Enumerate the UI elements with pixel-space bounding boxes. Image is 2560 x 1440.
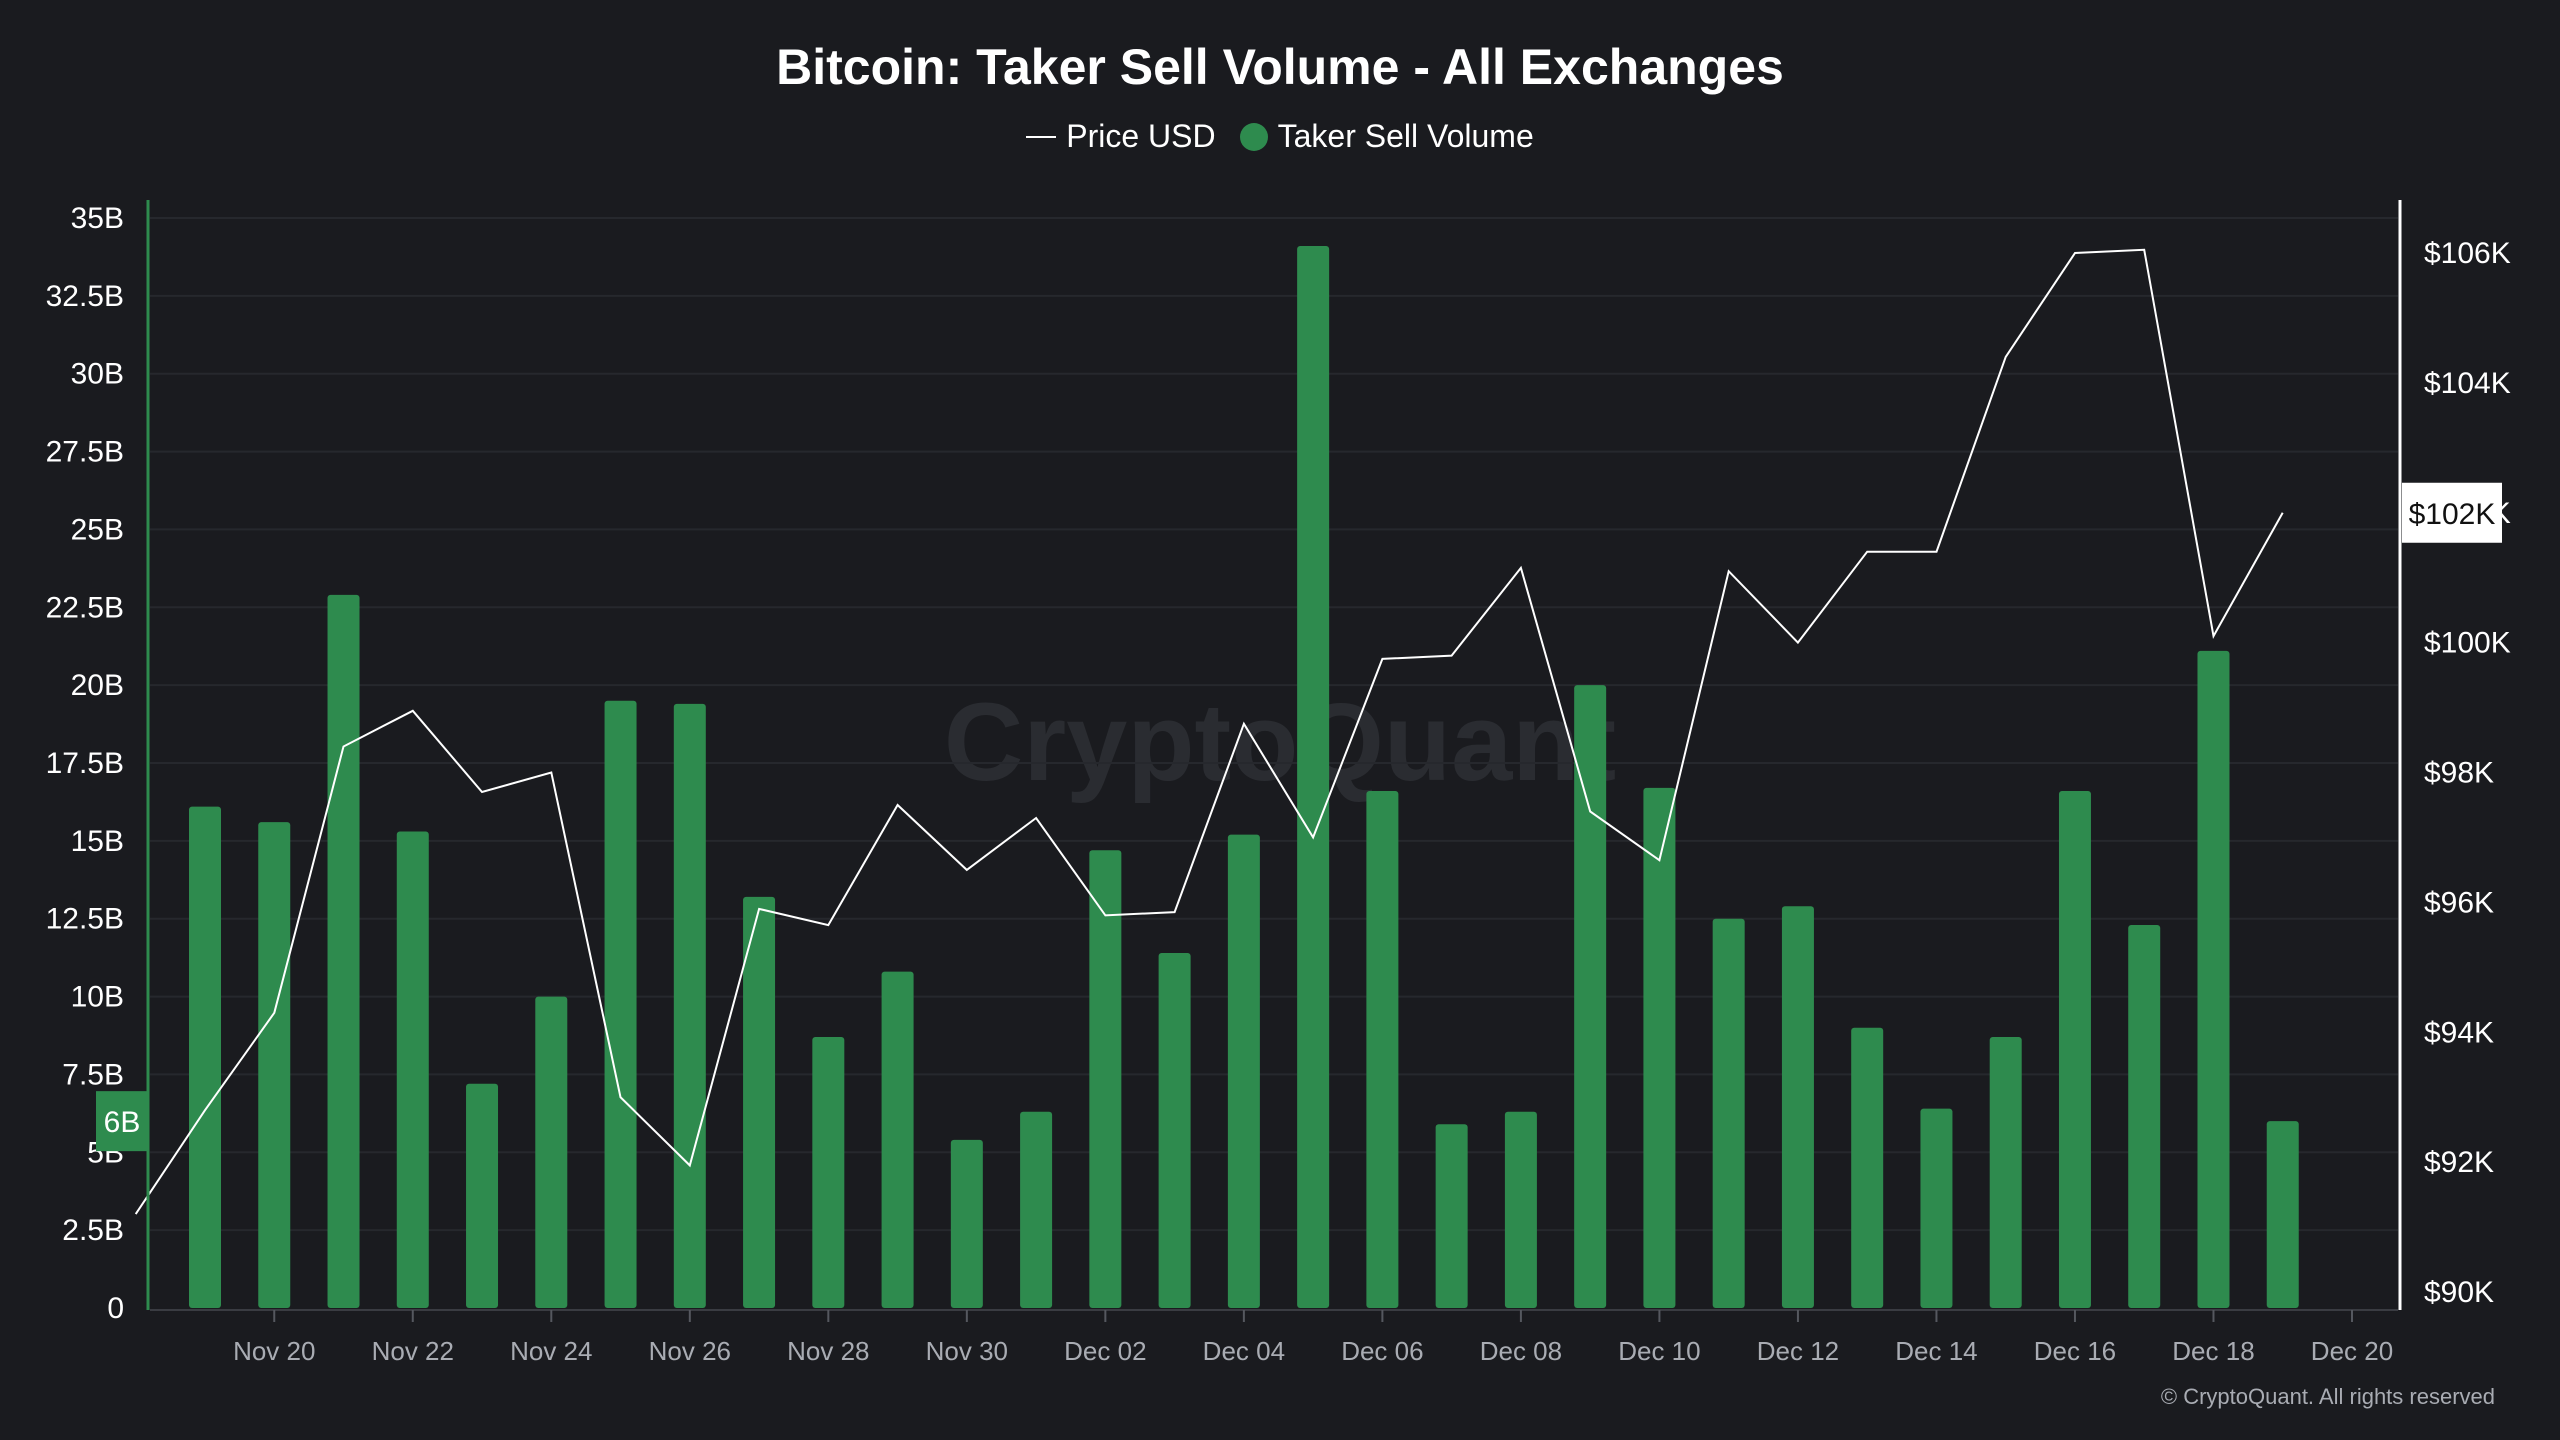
y-right-tick-label: $94K bbox=[2424, 1016, 2494, 1049]
volume-bar bbox=[1989, 1037, 2022, 1308]
volume-bar bbox=[1435, 1124, 1468, 1308]
x-tick-label: Dec 02 bbox=[1064, 1336, 1146, 1366]
volume-bar bbox=[1781, 906, 1814, 1308]
volume-bar bbox=[535, 996, 568, 1308]
watermark-text: CryptoQuant bbox=[944, 681, 1616, 804]
x-tick-label: Dec 06 bbox=[1341, 1336, 1423, 1366]
legend-label-price: Price USD bbox=[1066, 118, 1216, 154]
y-left-tick-label: 20B bbox=[71, 669, 124, 702]
volume-bar bbox=[1574, 685, 1607, 1308]
y-left-tick-label: 30B bbox=[71, 358, 124, 391]
x-tick-label: Dec 16 bbox=[2034, 1336, 2116, 1366]
y-right-tick-label: $90K bbox=[2424, 1276, 2494, 1309]
y-left-tick-label: 0 bbox=[107, 1292, 124, 1325]
x-tick-label: Dec 10 bbox=[1618, 1336, 1700, 1366]
y-right-tick-label: $92K bbox=[2424, 1146, 2494, 1179]
x-tick-label: Nov 20 bbox=[233, 1336, 315, 1366]
volume-bar bbox=[1366, 791, 1399, 1308]
volume-bar bbox=[1504, 1111, 1537, 1308]
legend-line-swatch bbox=[1026, 135, 1057, 138]
y-right-tick-label: $96K bbox=[2424, 886, 2494, 919]
x-tick-label: Nov 24 bbox=[510, 1336, 592, 1366]
y-right-tick-label: $106K bbox=[2424, 237, 2511, 270]
y-left-tick-label: 12.5B bbox=[46, 903, 124, 936]
volume-bar bbox=[396, 831, 429, 1308]
chart-legend: Price USD Taker Sell Volume bbox=[0, 118, 2560, 155]
volume-bar bbox=[812, 1037, 845, 1308]
tick-labels: 02.5B5B7.5B10B12.5B15B17.5B20B22.5B25B27… bbox=[46, 202, 2511, 1366]
volume-bar bbox=[673, 703, 706, 1308]
volume-bar bbox=[2128, 924, 2161, 1308]
y-left-tick-label: 35B bbox=[71, 202, 124, 235]
x-tick-label: Dec 12 bbox=[1757, 1336, 1839, 1366]
volume-bar bbox=[1851, 1027, 1884, 1308]
volume-bar bbox=[950, 1139, 983, 1308]
chart-title: Bitcoin: Taker Sell Volume - All Exchang… bbox=[776, 39, 1784, 95]
y-left-tick-label: 10B bbox=[71, 981, 124, 1014]
volume-bar bbox=[881, 971, 914, 1308]
y-left-tick-label: 25B bbox=[71, 513, 124, 546]
volume-bar bbox=[1158, 952, 1191, 1308]
volume-bar bbox=[604, 700, 637, 1308]
y-right-tick-label: $104K bbox=[2424, 367, 2511, 400]
legend-item-volume[interactable]: Taker Sell Volume bbox=[1239, 118, 1534, 155]
legend-item-price[interactable]: Price USD bbox=[1026, 118, 1216, 155]
volume-bar bbox=[1712, 918, 1745, 1308]
y-left-tick-label: 22.5B bbox=[46, 591, 124, 624]
x-tick-label: Nov 28 bbox=[787, 1336, 869, 1366]
y-left-tick-label: 27.5B bbox=[46, 436, 124, 469]
left-current-badge bbox=[96, 1091, 148, 1152]
y-left-tick-label: 32.5B bbox=[46, 280, 124, 313]
right-current-badge-label: $102K bbox=[2409, 498, 2496, 531]
volume-bar bbox=[466, 1083, 499, 1308]
value-badges: 6B $102K bbox=[96, 482, 2502, 1152]
left-current-badge-label: 6B bbox=[104, 1106, 141, 1139]
volume-bar bbox=[743, 896, 776, 1308]
volume-bar bbox=[258, 822, 291, 1308]
x-tick-label: Nov 22 bbox=[372, 1336, 454, 1366]
volume-bar bbox=[2197, 650, 2230, 1308]
volume-bar bbox=[1920, 1108, 1953, 1308]
legend-dot-swatch bbox=[1239, 122, 1268, 151]
x-tick-label: Dec 14 bbox=[1895, 1336, 1977, 1366]
volume-bar bbox=[1297, 246, 1330, 1308]
volume-bar bbox=[1089, 850, 1122, 1308]
legend-label-volume: Taker Sell Volume bbox=[1277, 118, 1534, 154]
price-line bbox=[134, 248, 2284, 1215]
y-left-tick-label: 7.5B bbox=[62, 1058, 124, 1091]
x-tick-label: Nov 30 bbox=[926, 1336, 1008, 1366]
y-left-tick-label: 15B bbox=[71, 825, 124, 858]
x-tick-label: Dec 20 bbox=[2311, 1336, 2393, 1366]
right-current-badge bbox=[2402, 482, 2502, 543]
x-tick-label: Dec 18 bbox=[2172, 1336, 2254, 1366]
y-left-tick-label: 17.5B bbox=[46, 747, 124, 780]
y-right-tick-label: $98K bbox=[2424, 757, 2494, 790]
volume-bar bbox=[189, 806, 221, 1308]
x-tick-label: Dec 04 bbox=[1203, 1336, 1285, 1366]
copyright-text: © CryptoQuant. All rights reserved bbox=[2161, 1384, 2495, 1409]
price-line-series bbox=[134, 248, 2284, 1215]
y-right-tick-label: $100K bbox=[2424, 627, 2511, 660]
volume-bar bbox=[1020, 1111, 1053, 1308]
volume-bar bbox=[2266, 1121, 2299, 1308]
volume-bar bbox=[1227, 834, 1260, 1308]
volume-bar bbox=[2058, 791, 2091, 1308]
volume-bar bbox=[1643, 787, 1676, 1308]
y-left-tick-label: 2.5B bbox=[62, 1214, 124, 1247]
grid-lines bbox=[150, 217, 2398, 1232]
x-tick-label: Nov 26 bbox=[649, 1336, 731, 1366]
x-tick-label: Dec 08 bbox=[1480, 1336, 1562, 1366]
volume-bar bbox=[327, 594, 360, 1308]
bar-series bbox=[189, 246, 2299, 1308]
